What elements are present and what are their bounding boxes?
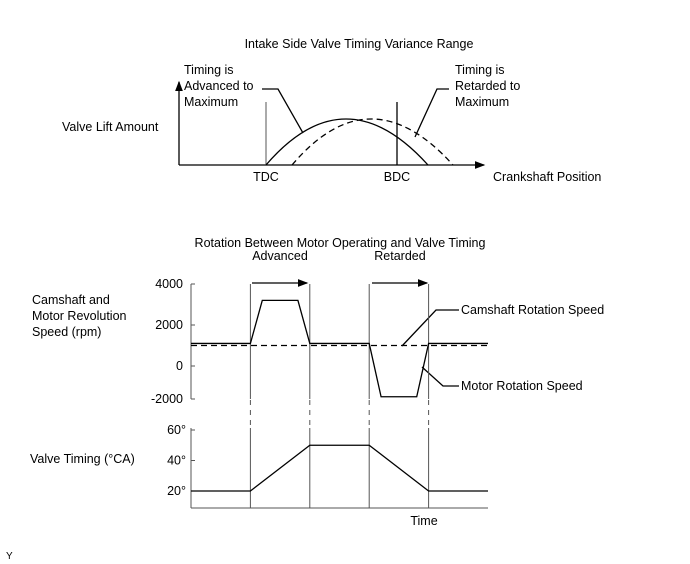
crank-axis-label: Crankshaft Position <box>493 170 601 184</box>
advanced-label-2: Advanced to <box>184 79 254 93</box>
speed-tick-label: 4000 <box>155 277 183 291</box>
timing-tick-label: 20° <box>167 484 186 498</box>
motor-speed-line <box>191 299 488 398</box>
retarded-label-3: Maximum <box>455 95 509 109</box>
lift-axis-label: Valve Lift Amount <box>62 120 159 134</box>
timing-tick-label: 60° <box>167 423 186 437</box>
top-title: Intake Side Valve Timing Variance Range <box>245 37 474 51</box>
timing-axis-label: Valve Timing (°CA) <box>30 452 135 466</box>
advanced-leader <box>262 88 304 134</box>
speed-label-1: Camshaft and <box>32 293 110 307</box>
speed-label-2: Motor Revolution <box>32 309 127 323</box>
valve-timing-line <box>191 444 488 492</box>
retarded-label-1: Timing is <box>455 63 505 77</box>
bottom-title: Rotation Between Motor Operating and Val… <box>195 236 486 250</box>
speed-tick-label: 0 <box>176 359 183 373</box>
advanced-curve <box>265 118 429 166</box>
bdc-label: BDC <box>384 170 410 184</box>
retarded-phase-label: Retarded <box>374 249 425 263</box>
camshaft-leader <box>401 309 459 347</box>
time-axis-label: Time <box>410 514 437 528</box>
advanced-phase-label: Advanced <box>252 249 308 263</box>
speed-tick-label: -2000 <box>151 392 183 406</box>
timing-tick-label: 40° <box>167 454 186 468</box>
motor-legend: Motor Rotation Speed <box>461 379 583 393</box>
tdc-label: TDC <box>253 170 279 184</box>
camshaft-legend: Camshaft Rotation Speed <box>461 303 604 317</box>
timing-charts: 4000 2000 0 -2000 60° 40° 20° <box>151 277 488 509</box>
advanced-label-1: Timing is <box>184 63 234 77</box>
advanced-label-3: Maximum <box>184 95 238 109</box>
retarded-leader <box>414 88 449 138</box>
speed-tick-label: 2000 <box>155 318 183 332</box>
motor-leader <box>421 366 459 387</box>
speed-label-3: Speed (rpm) <box>32 325 101 339</box>
retarded-label-2: Retarded to <box>455 79 520 93</box>
corner-mark: Y <box>6 551 13 562</box>
retarded-curve <box>291 118 454 166</box>
